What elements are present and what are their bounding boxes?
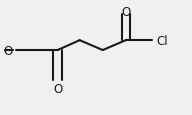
Text: O: O [4,44,13,57]
Text: O: O [121,6,130,19]
Text: O: O [53,83,62,96]
Text: Cl: Cl [156,34,168,47]
